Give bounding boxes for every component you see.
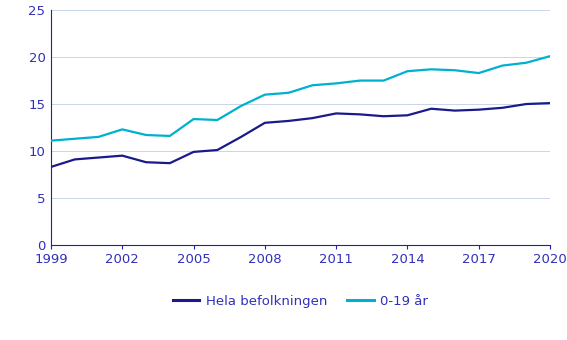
Hela befolkningen (523, 102, 530, 106)
0-19 år (523, 61, 530, 65)
Hela befolkningen (404, 113, 411, 117)
Hela befolkningen (261, 121, 268, 125)
Hela befolkningen (547, 101, 553, 105)
0-19 år (451, 68, 458, 72)
Hela befolkningen (357, 112, 363, 116)
0-19 år (261, 92, 268, 97)
0-19 år (428, 67, 434, 71)
0-19 år (309, 83, 316, 87)
0-19 år (214, 118, 221, 122)
Hela befolkningen (285, 119, 292, 123)
Line: 0-19 år: 0-19 år (51, 56, 550, 141)
0-19 år (547, 54, 553, 58)
Legend: Hela befolkningen, 0-19 år: Hela befolkningen, 0-19 år (168, 290, 433, 313)
Hela befolkningen (238, 135, 244, 139)
Hela befolkningen (190, 150, 197, 154)
0-19 år (285, 91, 292, 95)
0-19 år (380, 79, 387, 83)
Hela befolkningen (48, 165, 54, 169)
0-19 år (404, 69, 411, 73)
0-19 år (190, 117, 197, 121)
0-19 år (499, 64, 506, 68)
0-19 år (119, 128, 126, 132)
Line: Hela befolkningen: Hela befolkningen (51, 103, 550, 167)
0-19 år (48, 139, 54, 143)
0-19 år (95, 135, 102, 139)
0-19 år (357, 79, 363, 83)
Hela befolkningen (167, 161, 174, 165)
Hela befolkningen (333, 112, 340, 116)
Hela befolkningen (119, 154, 126, 158)
0-19 år (167, 134, 174, 138)
Hela befolkningen (475, 108, 482, 112)
Hela befolkningen (380, 114, 387, 118)
0-19 år (238, 104, 244, 108)
Hela befolkningen (71, 157, 78, 162)
Hela befolkningen (451, 108, 458, 113)
Hela befolkningen (143, 160, 150, 164)
0-19 år (71, 137, 78, 141)
0-19 år (143, 133, 150, 137)
Hela befolkningen (428, 107, 434, 111)
Hela befolkningen (499, 106, 506, 110)
0-19 år (333, 81, 340, 85)
Hela befolkningen (95, 155, 102, 159)
Hela befolkningen (309, 116, 316, 120)
0-19 år (475, 71, 482, 75)
Hela befolkningen (214, 148, 221, 152)
